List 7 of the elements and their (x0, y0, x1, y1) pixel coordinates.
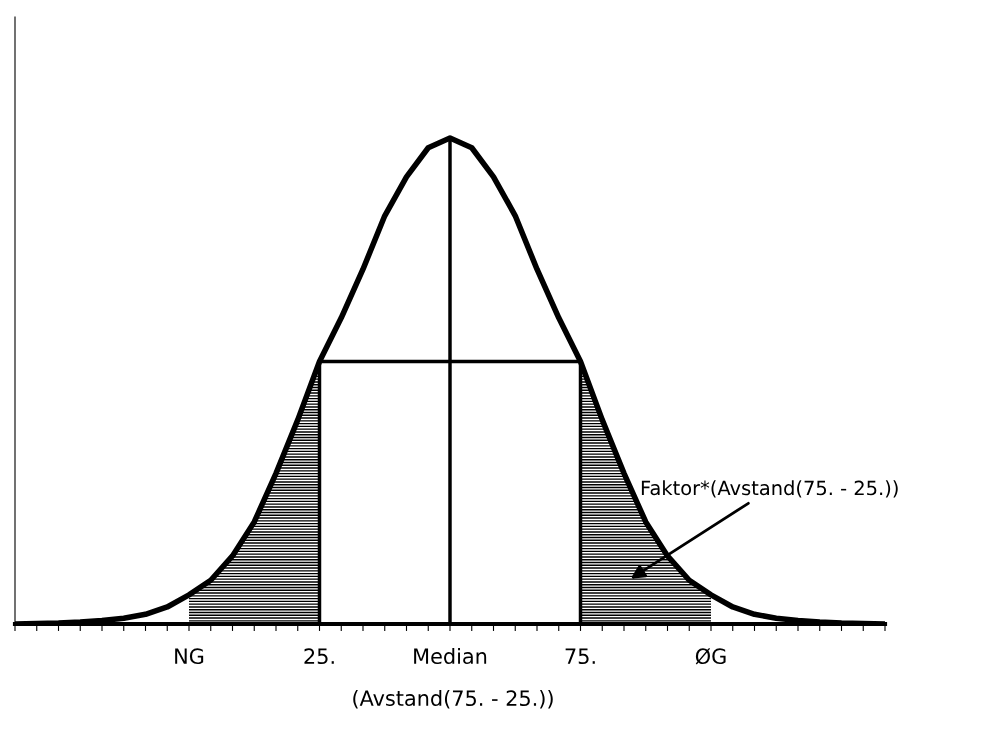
x-tick-label: 25. (304, 648, 334, 665)
x-tick-label: ØG (695, 647, 726, 665)
x-tick-label: NG (175, 648, 204, 665)
annotation: Faktor*(Avstand(75. - 25.)) (641, 480, 898, 498)
text: (Avstand(75. - 25.)) (353, 689, 553, 709)
x-tick-label: 75. (565, 648, 595, 665)
x-tick-label: Median (414, 647, 487, 665)
